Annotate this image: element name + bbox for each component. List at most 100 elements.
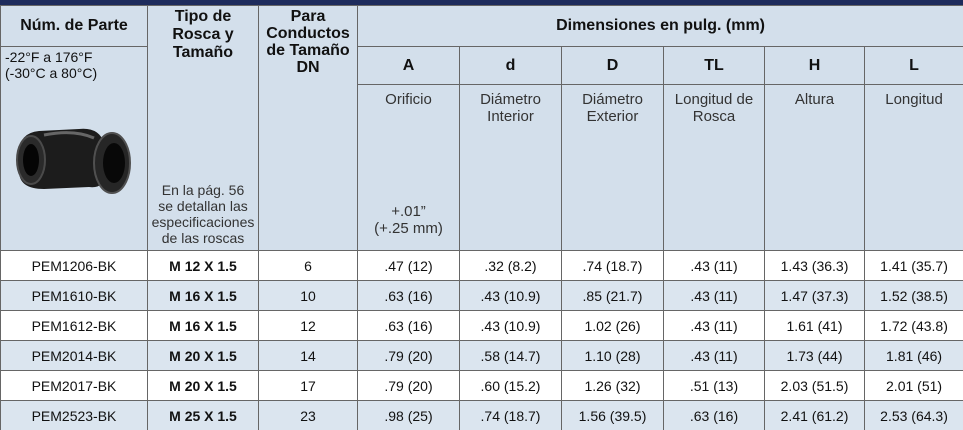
data-cell: .47 (12): [357, 250, 460, 281]
header-text: Tamaño: [172, 44, 234, 61]
cell-text: 1.61 (41): [786, 317, 843, 334]
data-cell: 10: [258, 280, 358, 311]
label-wrap: Longitud: [867, 91, 961, 241]
fitting-image: [16, 128, 131, 194]
data-cell: 17: [258, 370, 358, 401]
cell-text: 1.81 (46): [886, 347, 943, 364]
cell-text: PEM2017-BK: [31, 377, 117, 394]
data-cell: M 25 X 1.5: [147, 400, 259, 430]
header-text: Dimensiones en pulg. (mm): [556, 17, 765, 34]
note-text: En la pág. 56: [161, 182, 245, 198]
cell-text: M 20 X 1.5: [169, 347, 237, 364]
header-row: Núm. de Parte Tipo de Rosca y Tamaño En la p…: [0, 5, 963, 251]
data-cell: .63 (16): [357, 280, 460, 311]
letter-cell: L: [863, 46, 963, 85]
top-stripe: [0, 0, 963, 5]
letter-text: TL: [704, 56, 724, 74]
cell-text: 17: [300, 377, 316, 394]
cell-text: 1.43 (36.3): [780, 257, 849, 274]
spec-table: Núm. de Parte Tipo de Rosca y Tamaño En la p…: [0, 5, 963, 430]
label: Longitud de Rosca: [666, 91, 762, 125]
label-text: Longitud de: [674, 91, 754, 108]
cell-text: PEM2523-BK: [31, 407, 117, 424]
letter-text: d: [505, 56, 516, 74]
header-cell: -22°F a 176°F (-30°C a 80°C): [0, 46, 148, 251]
label-cell: Diámetro Interior: [459, 84, 562, 251]
label: Diámetro Exterior: [564, 91, 661, 125]
data-cell: M 12 X 1.5: [147, 250, 259, 281]
cell-text: .43 (11): [690, 287, 738, 304]
cell-text: M 25 X 1.5: [169, 407, 237, 424]
header-cell: Tipo de Rosca y Tamaño En la pág. 56 se deta…: [147, 5, 259, 251]
data-cell: 2.01 (51): [863, 370, 963, 401]
cell-text: 1.10 (28): [584, 347, 641, 364]
cell-text: 1.47 (37.3): [780, 287, 849, 304]
data-cell: 1.26 (32): [561, 370, 664, 401]
label-cell: Longitud de Rosca: [663, 84, 765, 251]
tolerance-text: +.01”: [391, 203, 426, 220]
data-cell: .43 (11): [663, 310, 765, 341]
tolerance: +.01” (+.25 mm): [360, 203, 457, 241]
header-text: Tipo de: [174, 8, 232, 25]
cell-text: 14: [300, 347, 316, 364]
data-cell: .74 (18.7): [561, 250, 664, 281]
cell-text: PEM1610-BK: [31, 287, 117, 304]
label-wrap: Diámetro Exterior: [564, 91, 661, 241]
cell-text: .43 (11): [690, 347, 738, 364]
cell-text: 23: [300, 407, 316, 424]
data-cell: .51 (13): [663, 370, 765, 401]
label-text: Diámetro: [582, 91, 643, 108]
label-cell: Altura: [764, 84, 865, 251]
header-row: Orificio +.01” (+.25 mm) Diámetro Interior Di…: [1, 84, 963, 251]
data-cell: 1.56 (39.5): [561, 400, 664, 430]
label-wrap: Longitud de Rosca: [666, 91, 762, 241]
data-cell: PEM2523-BK: [0, 400, 148, 430]
cell-text: 10: [300, 287, 316, 304]
cell-text: .63 (16): [384, 317, 433, 334]
temp-text: -22°F a 176°F: [5, 49, 93, 65]
header-cell: Para Conductos de Tamaño DN: [258, 5, 358, 251]
letter-text: D: [606, 56, 619, 74]
cell-text: 2.03 (51.5): [780, 377, 849, 394]
label-cell: Longitud: [863, 84, 963, 251]
data-cell: PEM2014-BK: [0, 340, 148, 371]
data-cell: 6: [258, 250, 358, 281]
data-cell: 12: [258, 310, 358, 341]
letter-text: L: [909, 56, 919, 74]
data-cell: .79 (20): [357, 370, 460, 401]
cell-text: 1.52 (38.5): [880, 287, 948, 304]
cell-text: .47 (12): [384, 257, 433, 274]
label-text: Diámetro: [480, 91, 541, 108]
cell-text: 12: [300, 317, 316, 334]
data-cell: 1.47 (37.3): [764, 280, 865, 311]
data-cell: 1.72 (43.8): [863, 310, 963, 341]
data-row: PEM2014-BK M 20 X 1.5 14 .79 (20) .58 (14.7)…: [0, 340, 963, 371]
cell-text: M 20 X 1.5: [169, 377, 237, 394]
label-text: Interior: [487, 108, 534, 125]
data-cell: 1.41 (35.7): [863, 250, 963, 281]
header-text: DN: [296, 59, 320, 76]
letter-cell: d: [459, 46, 562, 85]
data-row: PEM1612-BK M 16 X 1.5 12 .63 (16) .43 (10.9)…: [0, 310, 963, 341]
cell-text: PEM1206-BK: [31, 257, 117, 274]
label: Orificio: [360, 91, 457, 108]
header-text: de Tamaño: [266, 42, 350, 59]
data-cell: .43 (10.9): [459, 310, 562, 341]
data-cell: 1.43 (36.3): [764, 250, 865, 281]
cell-text: M 16 X 1.5: [169, 287, 237, 304]
data-cell: 2.53 (64.3): [863, 400, 963, 430]
cell-text: .79 (20): [384, 377, 433, 394]
cell-text: .74 (18.7): [480, 407, 541, 424]
note-text: se detallan las: [158, 198, 248, 214]
label: Longitud: [867, 91, 961, 108]
thread-note: En la pág. 56 se detallan las especificaci…: [149, 182, 258, 246]
header-text: Núm. de Parte: [20, 17, 128, 34]
data-cell: .43 (11): [663, 340, 765, 371]
data-cell: .58 (14.7): [459, 340, 562, 371]
data-row: PEM2523-BK M 25 X 1.5 23 .98 (25) .74 (18.7)…: [0, 400, 963, 430]
letter-cell: H: [764, 46, 865, 85]
cell-text: 1.56 (39.5): [578, 407, 647, 424]
header-text: Para: [290, 8, 326, 25]
cell-text: 1.41 (35.7): [880, 257, 948, 274]
letter-cell: D: [561, 46, 664, 85]
